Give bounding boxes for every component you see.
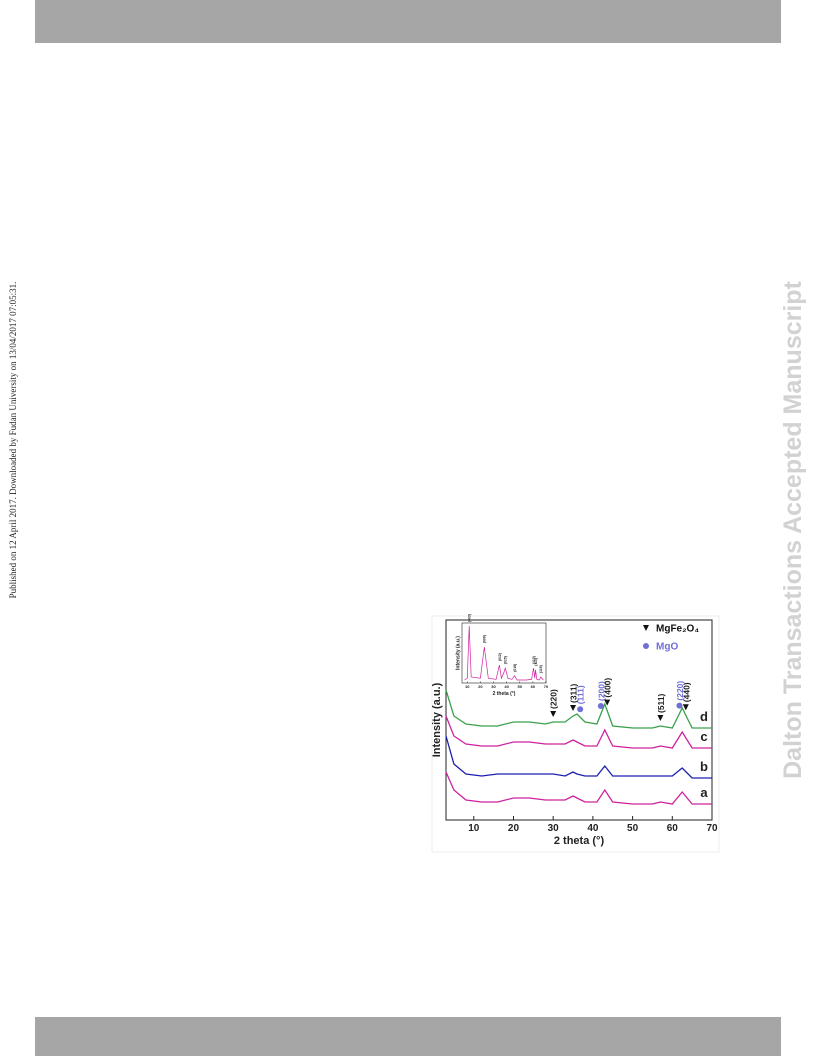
y-axis-label: Intensity (a.u.): [431, 682, 443, 757]
x-tick-label: 70: [544, 684, 549, 689]
x-tick-label: 10: [465, 684, 470, 689]
series-label: c: [700, 729, 707, 744]
series-line: [445, 735, 712, 779]
marker-triangle: [657, 715, 664, 721]
peak-label: (003): [468, 614, 472, 622]
peak-label: (006): [483, 635, 487, 643]
series-line: [464, 625, 544, 681]
legend-label: MgO: [656, 642, 678, 653]
peak-label: (116): [539, 665, 543, 673]
marker-triangle: [604, 699, 611, 706]
peak-label: (111): [576, 685, 586, 704]
x-tick-label: 30: [491, 684, 496, 689]
series-label: d: [700, 709, 708, 724]
x-tick-label: 60: [667, 823, 679, 834]
marker-circle: [676, 702, 683, 709]
series-label: b: [700, 759, 708, 774]
peak-label: (015): [504, 656, 508, 664]
x-tick-label: 20: [508, 823, 520, 834]
peak-label: (012): [498, 653, 502, 661]
peak-label: (400): [603, 678, 613, 698]
peak-label: (511): [656, 693, 666, 713]
peak-label: (440): [681, 682, 691, 702]
x-tick-label: 70: [706, 823, 718, 834]
footer-bar: [35, 1017, 781, 1056]
marker-triangle: [570, 705, 577, 711]
marker-triangle: [682, 704, 689, 711]
x-tick-label: 30: [548, 823, 560, 834]
marker-triangle: [643, 625, 649, 631]
x-tick-label: 50: [518, 684, 523, 689]
plot-frame: [461, 622, 547, 684]
peak-label: (220): [549, 689, 559, 709]
watermark: Dalton Transactions Accepted Manuscript: [779, 280, 807, 778]
peak-label: (311): [569, 683, 579, 703]
x-tick-label: 60: [531, 684, 536, 689]
publication-note: Published on 12 April 2017. Downloaded b…: [8, 282, 18, 599]
figure-frame: [431, 615, 720, 853]
peak-label: (110): [532, 656, 536, 664]
marker-triangle: [550, 711, 557, 717]
legend-label: MgFe₂O₄: [656, 624, 699, 635]
marker-circle: [643, 643, 649, 649]
x-tick-label: 50: [627, 823, 639, 834]
series-label: a: [700, 785, 708, 800]
peak-label: (220): [675, 681, 685, 701]
plot-frame: [445, 619, 713, 821]
peak-label: (018): [513, 664, 517, 672]
series-line: [445, 689, 712, 729]
x-tick-label: 20: [478, 684, 483, 689]
x-tick-label: 40: [587, 823, 599, 834]
series-line: [445, 771, 712, 805]
marker-circle: [577, 706, 584, 713]
x-axis-label: 2 theta (°): [554, 835, 605, 847]
x-tick-label: 10: [468, 823, 480, 834]
y-axis-label: Intensity (a.u.): [456, 636, 462, 670]
x-tick-label: 40: [504, 684, 509, 689]
peak-label: (113): [534, 658, 538, 666]
marker-circle: [597, 703, 604, 709]
header-bar: [35, 0, 781, 43]
series-line: [445, 715, 712, 749]
x-axis-label: 2 theta (°): [493, 691, 516, 697]
peak-label: (200): [596, 681, 606, 701]
